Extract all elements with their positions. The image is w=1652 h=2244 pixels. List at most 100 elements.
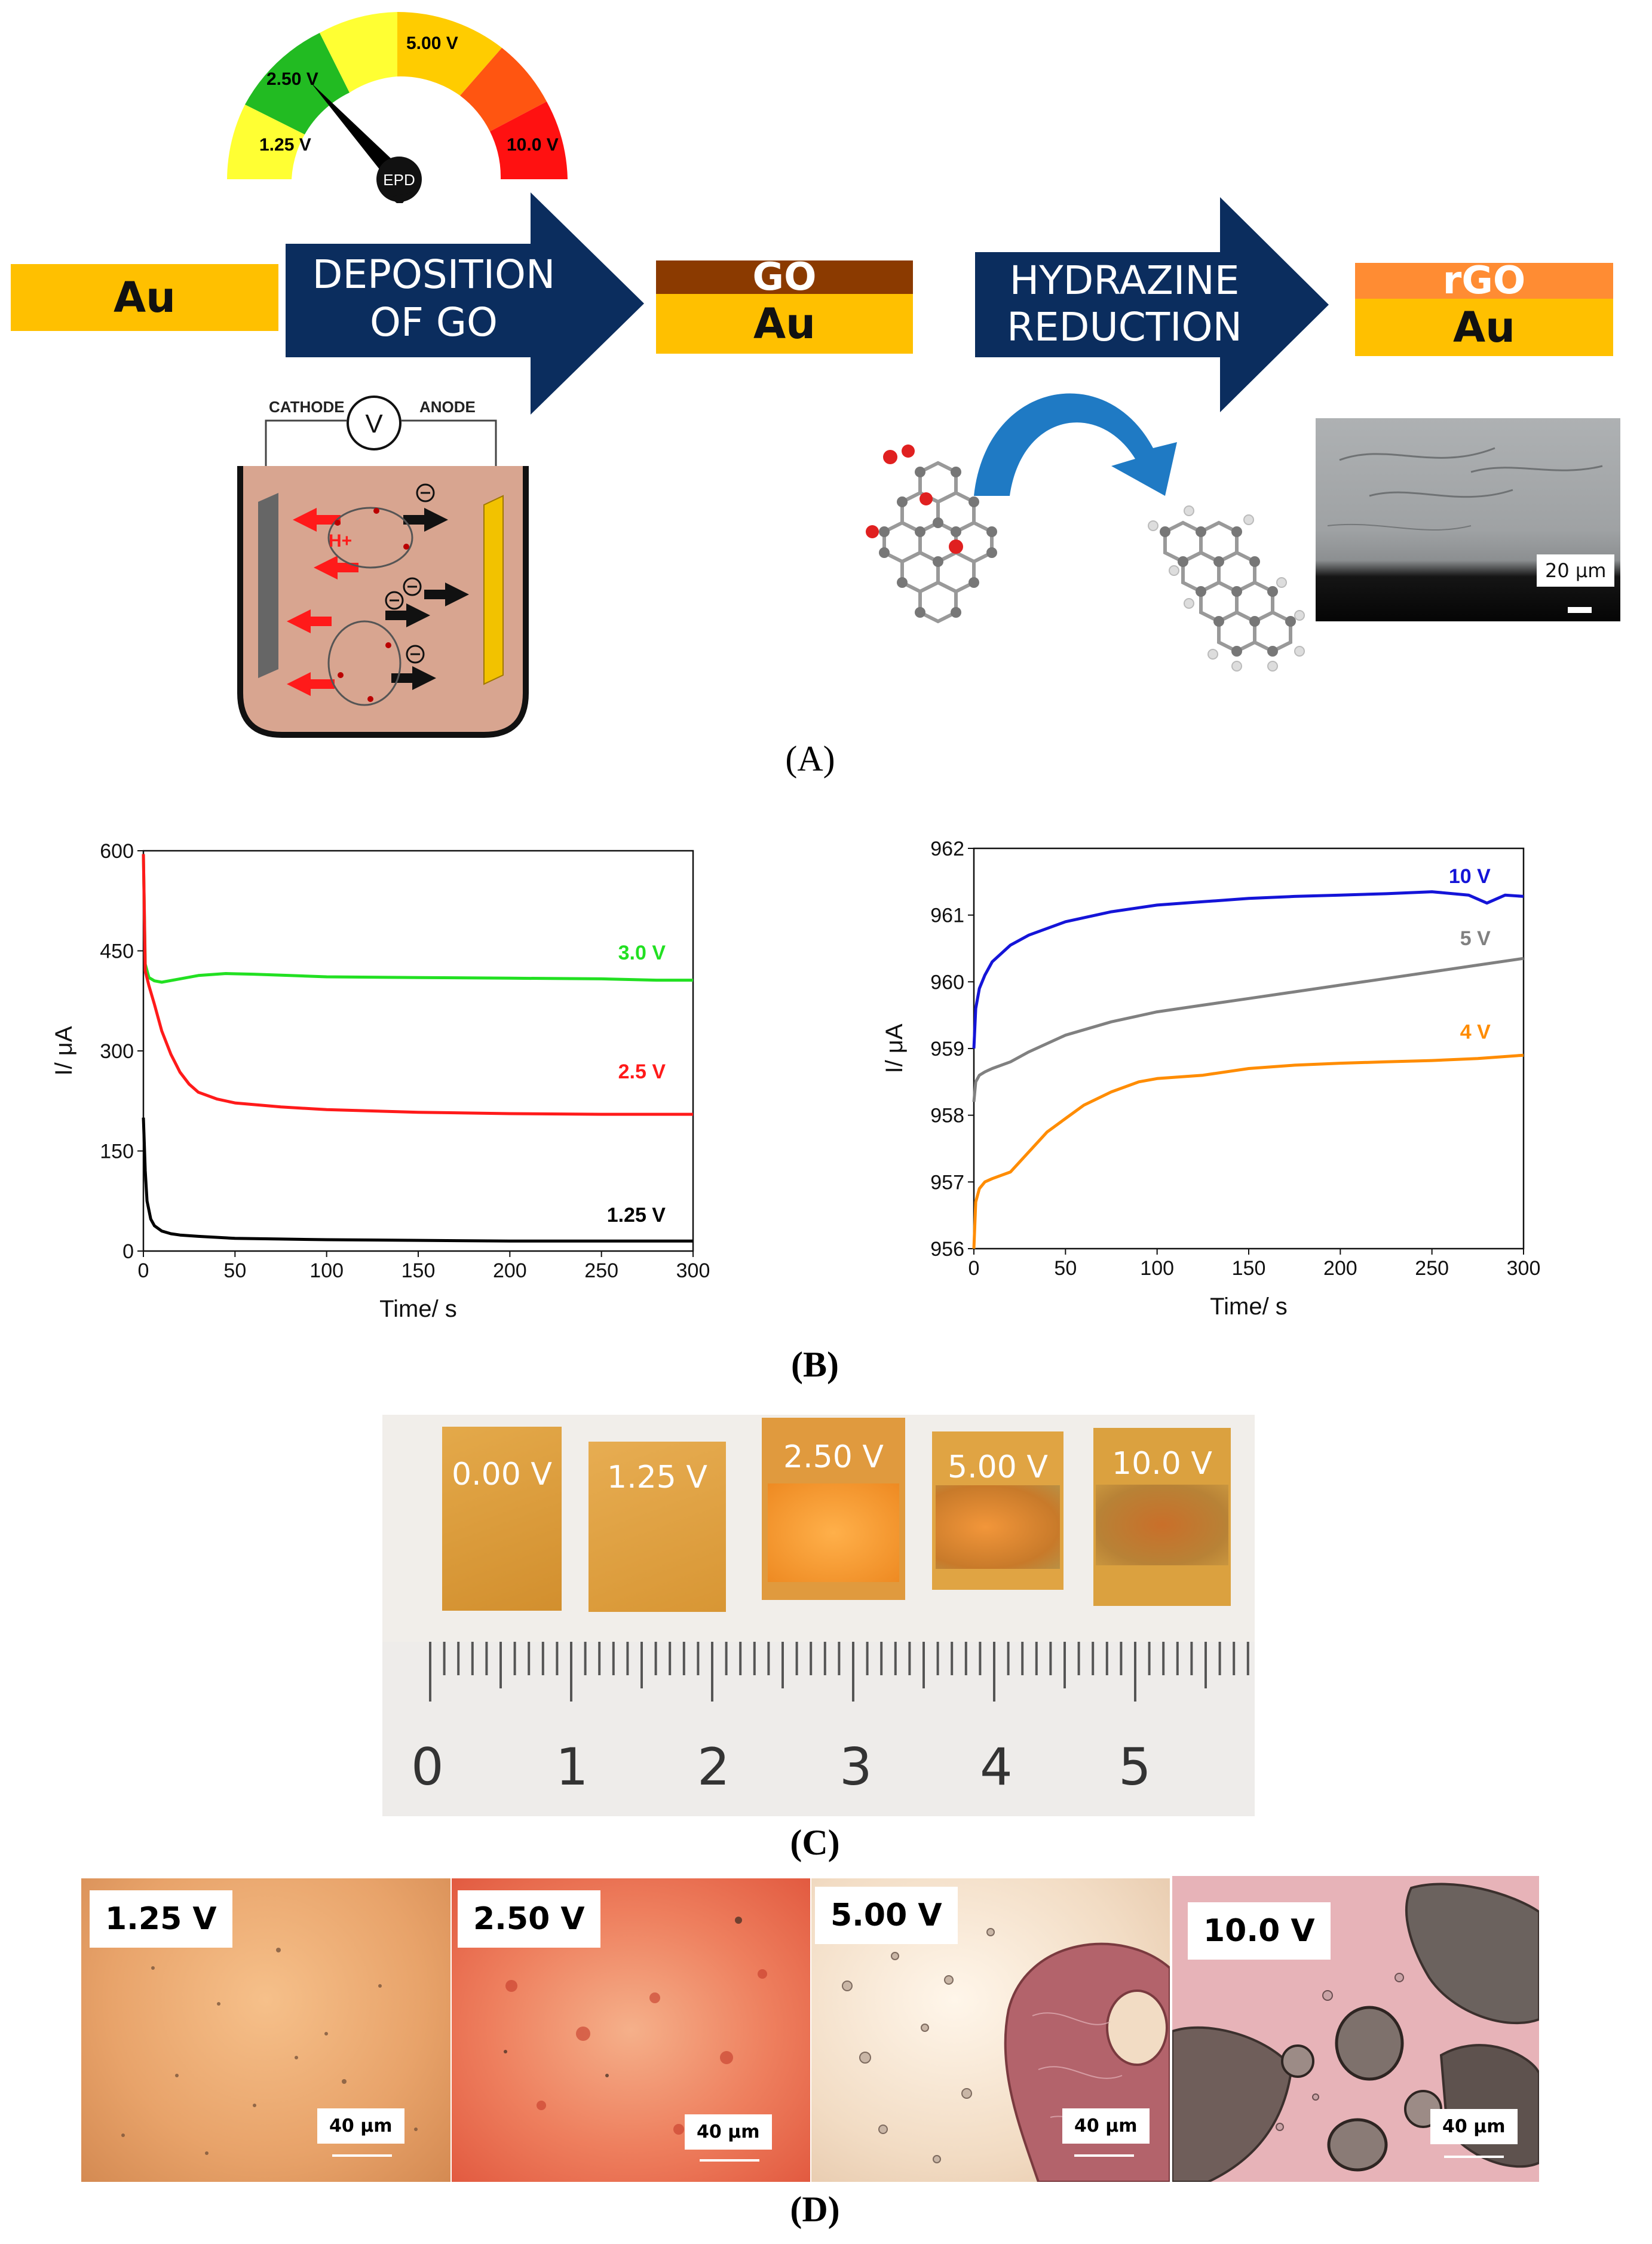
deposition-arrow-line1: DEPOSITION	[312, 252, 556, 298]
chip-3-label: 5.00 V	[948, 1449, 1048, 1485]
chip-0-label: 0.00 V	[452, 1457, 552, 1492]
ruler: 0 1 2 3 4 5	[382, 1642, 1255, 1816]
left-chart-ylabel: I/ μA	[51, 1026, 77, 1075]
ruler-num-1: 1	[556, 1737, 589, 1797]
reduced-graphene-molecule	[1148, 505, 1305, 672]
right-chart-ytick-label-0: 956	[930, 1238, 964, 1261]
micrograph-4-scale: 40 μm	[1430, 2109, 1518, 2144]
micrograph-3-scale: 40 μm	[1062, 2108, 1150, 2144]
go-label: GO	[752, 255, 817, 299]
left-chart-xtick-label-0: 0	[138, 1259, 149, 1282]
micrograph-2-speckles	[504, 1917, 770, 2143]
micrograph-4-bubble-3	[1281, 2044, 1314, 2078]
gauge-segment-green	[245, 33, 350, 134]
gauge-label-1: 1.25 V	[259, 135, 311, 155]
left-chart-frame	[142, 850, 694, 1252]
voltmeter-icon	[347, 396, 401, 450]
gauge-segment-yellow	[227, 105, 305, 179]
micrograph-1-scale: 40 μm	[317, 2108, 404, 2144]
go-au-label: Au	[753, 299, 816, 348]
chip-1-label: 1.25 V	[607, 1460, 707, 1495]
chip-4: 10.0 V	[1093, 1428, 1231, 1606]
go-sheet-icon	[327, 507, 413, 706]
deposition-arrow-line2: OF GO	[370, 299, 498, 345]
sem-image: 20 μm	[1316, 418, 1620, 621]
voltmeter-label: V	[365, 409, 383, 439]
left-chart-series-label-2: 1.25 V	[607, 1204, 666, 1227]
chip-1: 1.25 V	[589, 1442, 726, 1612]
rgo-au-label: Au	[1452, 303, 1515, 352]
left-chart-series-label-0: 3.0 V	[618, 942, 666, 964]
proton-label: H+	[329, 531, 352, 551]
left-chart-ytick-label-3: 450	[100, 940, 134, 963]
micrograph-4-bubble-2	[1327, 2118, 1388, 2172]
gauge-needle-label: EPD	[383, 171, 415, 189]
micrograph-4: 10.0 V 40 μm	[1172, 1876, 1539, 2182]
micrograph-4-flake-1	[1172, 2026, 1294, 2182]
ruler-num-2: 2	[697, 1737, 730, 1797]
right-chart-ytick-label-2: 958	[930, 1105, 964, 1127]
left-chart-ytick-label-0: 0	[122, 1240, 134, 1263]
right-chart-ylabel: I/ μA	[881, 1023, 908, 1073]
chart-epd-current-high: 0 50 100 150 200 250 300 956 957 958 959 960 961 962 T…	[881, 838, 1540, 1320]
micrograph-4-scalebar	[1444, 2156, 1504, 2158]
deposition-arrow: DEPOSITION OF GO	[286, 192, 644, 415]
go-sheet-dots-icon	[335, 508, 409, 702]
sem-scale-bar	[1568, 607, 1592, 613]
right-chart-series-0	[972, 890, 1524, 1049]
go-layer: GO	[656, 255, 913, 299]
micrograph-2-label: 2.50 V	[458, 1890, 600, 1948]
negative-charge-icon	[385, 483, 435, 664]
left-chart-series-label-1: 2.5 V	[618, 1060, 666, 1083]
left-chart-xtick-label-3: 150	[401, 1259, 436, 1282]
chip-4-label: 10.0 V	[1112, 1446, 1212, 1482]
red-arrows-icon	[287, 508, 358, 696]
micrograph-2: 2.50 V 40 μm	[452, 1878, 810, 2182]
panel-a: EPD 1.25 V 2.50 V 5.00 V 10.0 V Au DEPOS…	[0, 0, 1652, 789]
rgo-layer: rGO	[1355, 259, 1613, 303]
black-arrows-icon	[385, 508, 469, 690]
left-chart-xtick-label-2: 100	[309, 1259, 344, 1282]
right-chart-ytick-label-3: 959	[930, 1038, 964, 1060]
micrograph-2-scalebar	[700, 2159, 759, 2162]
cathode-label: CATHODE	[269, 398, 345, 416]
gauge-label-4: 10.0 V	[507, 135, 559, 155]
beaker	[237, 466, 529, 738]
left-chart-ytick-label-2: 300	[100, 1040, 134, 1063]
chip-2: 2.50 V	[762, 1418, 905, 1600]
curved-arrow	[974, 393, 1177, 496]
sem-scale-label: 20 μm	[1537, 554, 1615, 587]
sem-wrinkles	[1327, 447, 1603, 531]
ruler-num-0: 0	[411, 1737, 444, 1797]
chip-0: 0.00 V	[442, 1427, 562, 1611]
gauge-segment-red-orange	[460, 48, 547, 131]
left-chart-xtick-label-5: 250	[584, 1259, 618, 1282]
au-label: Au	[113, 273, 176, 322]
gauge-needle	[311, 82, 400, 180]
rgo-au-layer: Au	[1355, 299, 1613, 356]
panel-b: 0 50 100 150 200 250 300 0 150 300 450 600 Time/ s I/…	[0, 813, 1652, 1398]
reduction-arrow-line2: REDUCTION	[1007, 304, 1242, 350]
gauge-segment-red	[490, 102, 568, 179]
panel-d: 1.25 V 40 μm 2.50 V 40 μm	[81, 1876, 1557, 2182]
micrograph-2-scale: 40 μm	[685, 2114, 772, 2150]
go-au-layer: Au	[656, 294, 913, 354]
panel-c: 0.00 V 1.25 V 2.50 V 5.00 V 10.0 V 0 1 2…	[382, 1415, 1255, 1816]
micrograph-1-speckles	[121, 1948, 418, 2155]
anode-label: ANODE	[419, 398, 476, 416]
right-chart-ytick-label-1: 957	[930, 1171, 964, 1194]
chip-3: 5.00 V	[932, 1431, 1063, 1590]
right-chart-series-label-1: 5 V	[1460, 927, 1491, 950]
micrograph-3: 5.00 V 40 μm	[811, 1878, 1170, 2182]
gauge-hub	[376, 157, 422, 202]
left-chart-series-1	[142, 854, 693, 1116]
left-chart-xtick-label-6: 300	[676, 1259, 710, 1282]
micrograph-1: 1.25 V 40 μm	[81, 1878, 450, 2182]
deposition-arrow-shape	[286, 192, 644, 415]
reduction-arrow-shape	[975, 197, 1329, 412]
caption-d: (D)	[790, 2190, 840, 2229]
rgo-label: rGO	[1442, 259, 1526, 303]
gauge-segment-yellow-upper	[320, 12, 397, 93]
micrograph-3-label: 5.00 V	[815, 1887, 958, 1944]
right-chart-ytick-label-6: 962	[930, 838, 964, 860]
